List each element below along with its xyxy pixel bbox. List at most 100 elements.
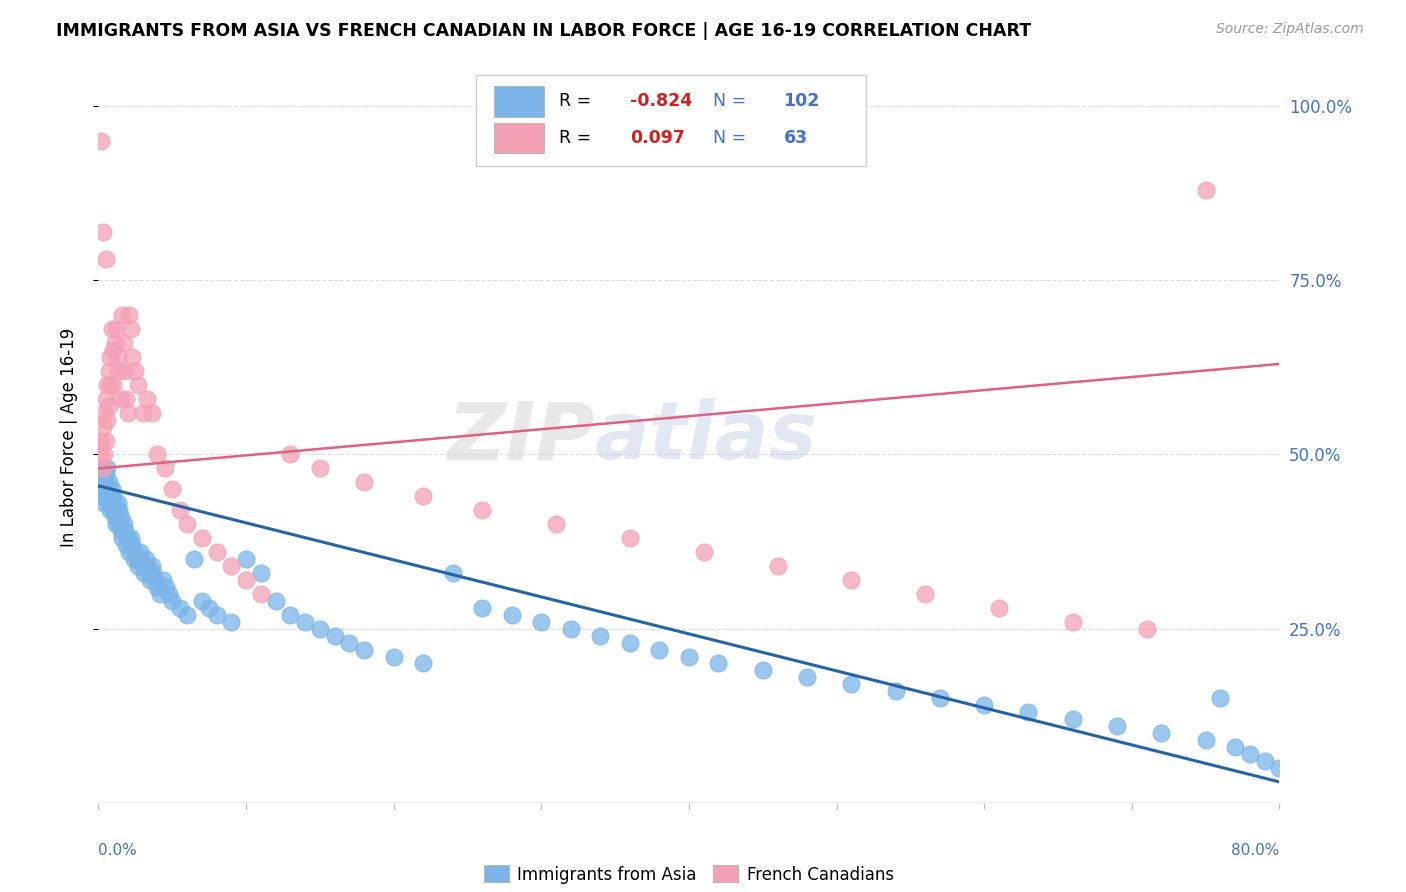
Point xyxy=(96,483,118,497)
Point xyxy=(707,657,730,671)
Point xyxy=(176,607,198,622)
Point xyxy=(264,594,287,608)
Text: Source: ZipAtlas.com: Source: ZipAtlas.com xyxy=(1216,22,1364,37)
Point xyxy=(250,587,273,601)
Text: 0.097: 0.097 xyxy=(630,129,685,147)
Point xyxy=(250,566,273,580)
Point xyxy=(1209,691,1232,706)
Point xyxy=(125,552,148,566)
Point xyxy=(98,350,121,364)
Point xyxy=(103,343,125,357)
Point xyxy=(162,594,183,608)
Point xyxy=(128,545,150,559)
Point xyxy=(97,364,120,378)
Point xyxy=(987,600,1010,615)
Point xyxy=(1062,615,1084,629)
Point xyxy=(143,573,166,587)
Y-axis label: In Labor Force | Age 16-19: In Labor Force | Age 16-19 xyxy=(59,327,77,547)
Point xyxy=(1017,705,1039,719)
Point xyxy=(973,698,995,713)
Point xyxy=(678,649,700,664)
Text: N =: N = xyxy=(713,93,751,111)
Point xyxy=(471,600,494,615)
FancyBboxPatch shape xyxy=(477,75,866,167)
Point xyxy=(138,566,160,580)
Point xyxy=(796,670,818,684)
Point xyxy=(309,622,332,636)
Point xyxy=(108,364,131,378)
Point xyxy=(412,489,434,503)
Point xyxy=(501,607,523,622)
Point xyxy=(589,629,612,643)
Point xyxy=(94,252,117,267)
Point xyxy=(471,503,494,517)
Text: IMMIGRANTS FROM ASIA VS FRENCH CANADIAN IN LABOR FORCE | AGE 16-19 CORRELATION C: IMMIGRANTS FROM ASIA VS FRENCH CANADIAN … xyxy=(56,22,1032,40)
Point xyxy=(93,448,115,462)
Point xyxy=(530,615,553,629)
Point xyxy=(751,664,773,678)
Point xyxy=(136,392,159,406)
Point xyxy=(648,642,671,657)
Point xyxy=(100,483,122,497)
Point xyxy=(98,503,121,517)
Point xyxy=(146,448,169,462)
Point xyxy=(91,225,114,239)
Point xyxy=(1268,761,1291,775)
Point xyxy=(135,552,157,566)
Point xyxy=(103,503,125,517)
Text: 63: 63 xyxy=(783,129,807,147)
Point xyxy=(1062,712,1084,726)
Point xyxy=(111,308,134,322)
Point xyxy=(114,524,136,538)
Point xyxy=(141,406,163,420)
Point xyxy=(928,691,950,706)
Point xyxy=(110,524,132,538)
Point xyxy=(1195,733,1218,747)
Point xyxy=(98,377,121,392)
Point xyxy=(149,587,172,601)
Point xyxy=(89,475,111,490)
Text: R =: R = xyxy=(560,93,596,111)
Point xyxy=(1135,622,1157,636)
Point xyxy=(139,573,162,587)
Point xyxy=(90,468,112,483)
Point xyxy=(198,600,221,615)
Point xyxy=(914,587,936,601)
Point xyxy=(127,377,149,392)
Point xyxy=(353,475,375,490)
Point xyxy=(105,503,128,517)
Text: atlas: atlas xyxy=(595,398,817,476)
Text: 80.0%: 80.0% xyxy=(1232,843,1279,858)
Point xyxy=(155,580,177,594)
Point xyxy=(278,607,302,622)
Point xyxy=(129,552,152,566)
Point xyxy=(100,496,122,510)
Point xyxy=(108,503,131,517)
Text: 0.0%: 0.0% xyxy=(98,843,138,858)
Point xyxy=(96,377,118,392)
Point xyxy=(112,336,135,351)
Point xyxy=(107,496,129,510)
Point xyxy=(153,461,176,475)
Point xyxy=(353,642,375,657)
Point xyxy=(219,615,242,629)
Point xyxy=(219,558,242,573)
Text: ZIP: ZIP xyxy=(447,398,595,476)
Point xyxy=(91,419,114,434)
Point xyxy=(118,308,141,322)
Point xyxy=(104,336,127,351)
Point xyxy=(107,510,129,524)
Point xyxy=(122,552,145,566)
Point xyxy=(100,322,122,336)
Point xyxy=(93,496,115,510)
Point xyxy=(278,448,302,462)
Point xyxy=(294,615,316,629)
Point xyxy=(124,364,146,378)
Point xyxy=(90,134,112,148)
Point xyxy=(323,629,346,643)
Point xyxy=(191,594,214,608)
Point xyxy=(169,600,191,615)
Point xyxy=(91,461,114,475)
Point xyxy=(124,545,146,559)
Point xyxy=(205,545,228,559)
